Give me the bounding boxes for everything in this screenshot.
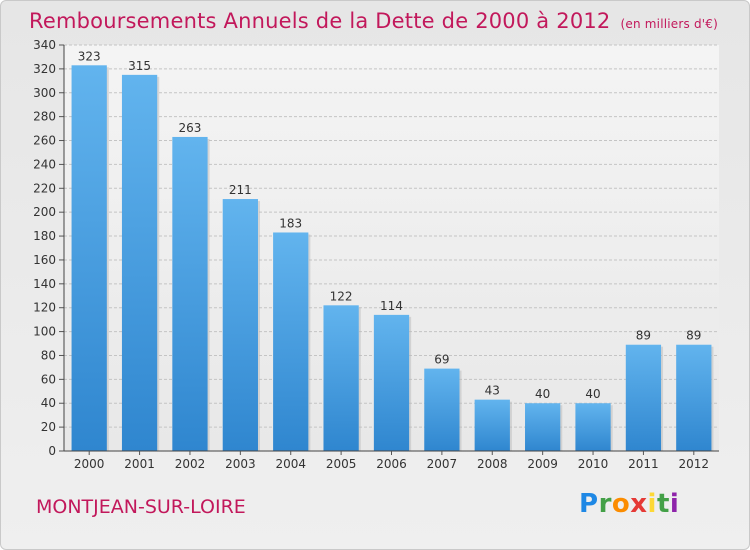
y-tick-label: 320 — [33, 62, 56, 76]
bar — [71, 65, 107, 452]
logo-letter: r — [598, 489, 612, 519]
axes — [59, 44, 719, 455]
x-tick-label: 2005 — [326, 457, 357, 471]
x-tick-label: 2001 — [124, 457, 155, 471]
x-tick-label: 2008 — [477, 457, 508, 471]
bar-value-label: 211 — [229, 183, 252, 197]
y-tick-label: 80 — [41, 348, 56, 362]
y-tick-label: 60 — [41, 372, 56, 386]
bar — [172, 136, 208, 451]
y-tick-label: 140 — [33, 277, 56, 291]
x-tick-label: 2010 — [578, 457, 609, 471]
x-tick-label: 2006 — [376, 457, 407, 471]
y-tick-label: 40 — [41, 396, 56, 410]
y-tick-label: 260 — [33, 134, 56, 148]
bar — [121, 74, 158, 452]
x-tick-label: 2003 — [225, 457, 256, 471]
y-tick-label: 200 — [33, 205, 56, 219]
bar — [323, 305, 359, 451]
x-tick-label: 2011 — [628, 457, 659, 471]
bar-value-label: 43 — [485, 384, 500, 398]
chart-unit: (en milliers d'€) — [620, 17, 719, 31]
bar-value-label: 89 — [686, 329, 701, 343]
bar — [222, 199, 258, 451]
bar — [373, 314, 410, 451]
x-tick-label: 2012 — [679, 457, 710, 471]
y-tick-label: 160 — [33, 253, 56, 267]
bar-value-label: 183 — [279, 216, 302, 230]
y-tick-label: 300 — [33, 86, 56, 100]
bars-group — [71, 65, 714, 452]
bar-value-label: 315 — [128, 59, 151, 73]
proxiti-logo: Proxiti — [579, 489, 679, 519]
y-tick-label: 180 — [33, 229, 56, 243]
y-tick-label: 120 — [33, 301, 56, 315]
bar — [474, 399, 510, 451]
logo-letter: t — [656, 489, 670, 519]
bar — [273, 232, 309, 451]
bar — [575, 403, 611, 451]
y-tick-label: 20 — [41, 420, 56, 434]
y-tick-label: 280 — [33, 110, 56, 124]
bar-value-label: 40 — [535, 387, 550, 401]
logo-letter: P — [579, 489, 599, 519]
bar — [525, 403, 561, 451]
bar-value-label: 114 — [380, 299, 403, 313]
x-tick-labels: 2000 2001 2002 2003 2004 2005 2006 2007 2008 2009… — [74, 457, 709, 471]
logo-letter: x — [630, 489, 648, 519]
bar — [676, 344, 712, 451]
y-tick-label: 340 — [33, 38, 56, 52]
y-tick-label: 100 — [33, 325, 56, 339]
x-tick-label: 2002 — [175, 457, 206, 471]
bar-value-label: 40 — [585, 387, 600, 401]
commune-name: MONTJEAN-SUR-LOIRE — [36, 496, 246, 518]
logo-letter: i — [669, 489, 680, 519]
data-labels: 323 315 263 211 183 122 114 69 43 40 40 89 89 — [78, 49, 702, 401]
bar-value-label: 89 — [636, 329, 651, 343]
bar — [625, 344, 662, 451]
bar-value-label: 263 — [179, 121, 202, 135]
y-tick-labels: 0 20 40 60 80 100 120 140 160 180 200 220 240 260 280 3… — [33, 38, 56, 458]
logo-letter: o — [611, 489, 631, 519]
bar-value-label: 122 — [330, 289, 353, 303]
bar — [424, 368, 460, 451]
logo-letter: i — [647, 489, 657, 519]
x-tick-label: 2009 — [527, 457, 558, 471]
bar-value-label: 69 — [434, 353, 449, 367]
x-tick-label: 2007 — [427, 457, 458, 471]
y-tick-label: 0 — [48, 444, 56, 458]
bar-value-label: 323 — [78, 49, 101, 63]
x-tick-label: 2004 — [275, 457, 306, 471]
y-tick-label: 240 — [33, 157, 56, 171]
chart-title-text: Remboursements Annuels de la Dette de 20… — [29, 9, 611, 33]
x-tick-label: 2000 — [74, 457, 105, 471]
y-tick-label: 220 — [33, 181, 56, 195]
chart-title: Remboursements Annuels de la Dette de 20… — [29, 9, 718, 33]
